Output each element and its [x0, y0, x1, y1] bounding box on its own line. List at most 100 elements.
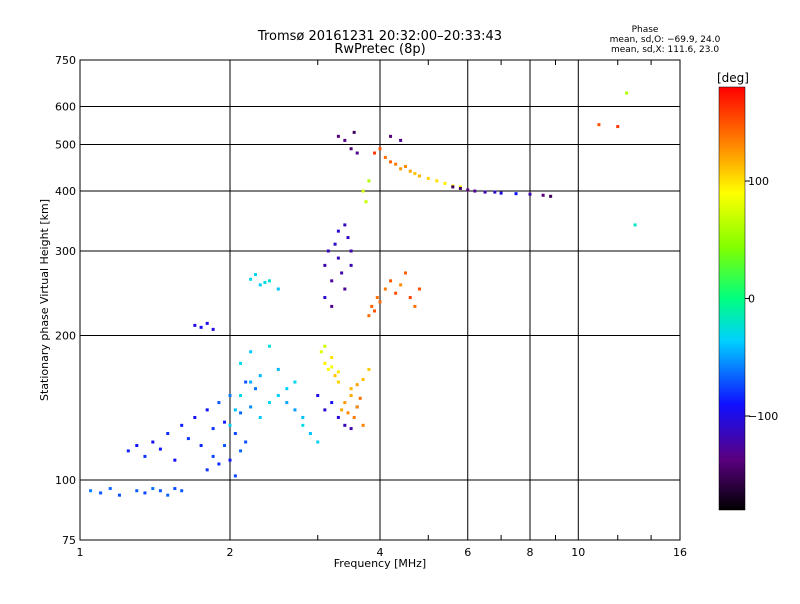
- data-point: [361, 377, 365, 381]
- colorbar: [718, 86, 746, 511]
- data-point: [330, 279, 334, 283]
- data-point: [349, 387, 353, 391]
- data-point: [143, 491, 147, 495]
- data-point: [340, 408, 344, 412]
- data-point: [316, 394, 320, 398]
- data-point: [343, 401, 347, 405]
- data-point: [253, 387, 257, 391]
- data-point: [373, 309, 377, 313]
- data-point: [493, 190, 497, 194]
- data-point: [158, 447, 162, 451]
- data-point: [336, 256, 340, 260]
- data-point: [358, 396, 362, 400]
- data-point: [276, 287, 280, 291]
- data-point: [263, 280, 267, 284]
- data-point: [346, 236, 350, 240]
- data-point: [336, 380, 340, 384]
- colorbar-label: [deg]: [717, 71, 749, 85]
- x-tick-label: 16: [673, 546, 687, 559]
- y-tick-label: 750: [55, 54, 76, 67]
- data-point: [228, 458, 232, 462]
- stats-legend-line2: mean, sd,X: 111.6, 23.0: [611, 45, 719, 55]
- data-point: [249, 277, 253, 281]
- data-point: [258, 415, 262, 419]
- data-point: [193, 323, 197, 327]
- data-point: [151, 487, 155, 491]
- data-point: [403, 164, 407, 168]
- data-point: [349, 263, 353, 267]
- data-point: [330, 304, 334, 308]
- data-point: [349, 147, 353, 151]
- colorbar-tick-label: 100: [748, 175, 769, 188]
- data-point: [217, 401, 221, 405]
- data-point: [514, 192, 518, 196]
- data-point: [217, 462, 221, 466]
- data-point: [343, 423, 347, 427]
- data-point: [336, 370, 340, 374]
- data-point: [399, 167, 403, 171]
- data-point: [249, 380, 253, 384]
- data-point: [249, 350, 253, 354]
- data-point: [253, 273, 257, 277]
- data-point: [389, 134, 393, 138]
- data-point: [355, 383, 359, 387]
- data-point: [285, 401, 289, 405]
- data-point: [389, 279, 393, 283]
- data-point: [597, 123, 601, 127]
- data-point: [199, 325, 203, 329]
- data-point: [399, 138, 403, 142]
- data-point: [276, 367, 280, 371]
- y-tick-label: 500: [55, 139, 76, 152]
- data-point: [239, 449, 243, 453]
- data-point: [323, 263, 327, 267]
- data-point: [211, 427, 215, 431]
- data-point: [228, 394, 232, 398]
- data-point: [239, 361, 243, 365]
- data-point: [364, 200, 368, 204]
- data-point: [403, 271, 407, 275]
- data-point: [239, 411, 243, 415]
- data-point: [173, 458, 177, 462]
- data-point: [193, 415, 197, 419]
- data-point: [199, 444, 203, 448]
- data-point: [308, 432, 312, 436]
- data-point: [267, 401, 271, 405]
- data-point: [244, 380, 248, 384]
- data-point: [211, 454, 215, 458]
- data-point: [346, 411, 350, 415]
- data-point: [316, 440, 320, 444]
- data-point: [301, 415, 305, 419]
- data-point: [625, 91, 629, 95]
- data-point: [135, 489, 139, 493]
- colorbar-tick-label: 0: [748, 293, 755, 306]
- data-point: [383, 155, 387, 159]
- data-point: [223, 444, 227, 448]
- data-point: [267, 279, 271, 283]
- axis-ticks: 1 2 4 6 8 10 16 75 100 200 300 400 500 600 750: [55, 54, 687, 559]
- data-point: [333, 242, 337, 246]
- data-point: [319, 350, 323, 354]
- data-point: [180, 423, 184, 427]
- data-point: [394, 291, 398, 295]
- data-point: [301, 423, 305, 427]
- data-point: [633, 223, 637, 227]
- data-point: [228, 423, 232, 427]
- data-point: [276, 394, 280, 398]
- data-point: [343, 223, 347, 227]
- data-point: [293, 408, 297, 412]
- data-point: [352, 415, 356, 419]
- y-tick-label: 400: [55, 185, 76, 198]
- data-point: [143, 454, 147, 458]
- data-point: [417, 174, 421, 178]
- data-point: [483, 190, 487, 194]
- x-tick-label: 4: [377, 546, 384, 559]
- y-axis-label: Stationary phase Virtual Height [km]: [38, 199, 51, 401]
- data-point: [528, 192, 532, 196]
- data-point: [323, 361, 327, 365]
- data-point: [211, 327, 215, 331]
- x-tick-label: 6: [464, 546, 471, 559]
- data-point: [361, 189, 365, 193]
- data-point: [367, 367, 371, 371]
- stats-legend-line1: mean, sd,O: −69.9, 24.0: [610, 35, 721, 45]
- data-point: [473, 189, 477, 193]
